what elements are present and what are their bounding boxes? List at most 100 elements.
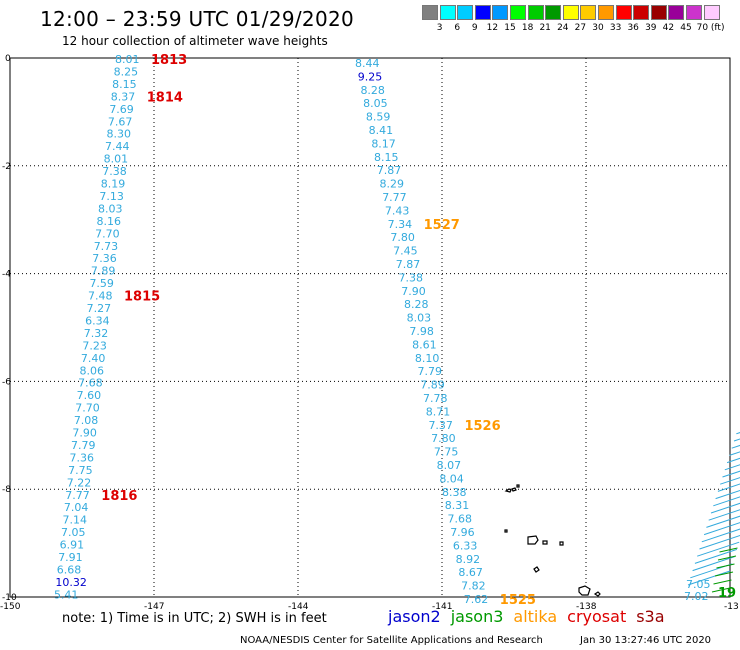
middle-value: 7.75 <box>434 446 459 459</box>
middle-value: 8.03 <box>407 312 432 325</box>
legend-swatch <box>615 5 632 20</box>
left-value: 7.70 <box>95 227 120 240</box>
left-value: 6.68 <box>57 563 82 576</box>
legend-swatch <box>510 5 526 20</box>
generated-timestamp: Jan 30 13:27:46 UTC 2020 <box>580 635 712 646</box>
left-value: 7.40 <box>81 352 106 365</box>
left-value: 8.06 <box>80 364 105 377</box>
island-outline <box>533 566 540 573</box>
island-outline <box>578 585 591 596</box>
legend-label: 3 <box>436 23 443 33</box>
y-axis-label: 0 <box>5 54 11 64</box>
left-value: 7.27 <box>87 302 112 315</box>
right-track-tick <box>708 509 740 521</box>
island-outline <box>516 484 520 488</box>
middle-value: 8.71 <box>426 405 451 418</box>
middle-value: 8.92 <box>456 553 481 566</box>
middle-value: 7.89 <box>420 379 445 392</box>
left-value: 7.48 <box>88 290 113 303</box>
right-track-tick <box>722 470 740 478</box>
legend-label: 6 <box>454 23 461 33</box>
left-value: 7.89 <box>91 265 116 278</box>
middle-value: 7.87 <box>377 164 402 177</box>
middle-value: 7.45 <box>393 245 418 258</box>
left-value: 8.03 <box>98 202 123 215</box>
middle-value: 7.80 <box>431 432 456 445</box>
legend-swatch <box>439 5 456 20</box>
left-time-label: 1816 <box>101 489 137 504</box>
left-value: 8.30 <box>106 128 131 141</box>
legend-label: 33 <box>609 23 622 33</box>
middle-value: 7.87 <box>396 258 421 271</box>
satellite-altika: altika <box>513 607 558 626</box>
middle-value: 7.79 <box>418 365 443 378</box>
middle-value: 7.34 <box>388 218 413 231</box>
right-track-tick <box>687 570 731 586</box>
right-track-tick <box>710 502 740 514</box>
left-value: 10.32 <box>55 576 87 589</box>
middle-value: 7.68 <box>447 513 472 526</box>
right-track-tick <box>717 555 737 561</box>
left-value: 8.01 <box>104 153 129 166</box>
y-axis-label: -6 <box>2 377 11 387</box>
legend-label: 18 <box>521 23 534 33</box>
middle-time-label: 1525 <box>500 593 536 608</box>
left-value: 6.34 <box>85 314 110 327</box>
right-track-tick <box>694 548 738 564</box>
legend-label: 42 <box>662 23 675 33</box>
island-outline <box>559 541 564 546</box>
x-axis-label: -138 <box>576 602 597 612</box>
middle-value: 8.04 <box>439 472 464 485</box>
legend-swatch <box>527 5 544 20</box>
legend-swatch <box>650 5 667 20</box>
island-outline <box>593 591 601 597</box>
middle-value: 8.15 <box>374 151 399 164</box>
legend-swatch <box>422 5 438 20</box>
legend-swatch <box>668 5 685 20</box>
footer-note: note: 1) Time is in UTC; 2) SWH is in fe… <box>62 611 327 626</box>
right-track-tick <box>713 496 740 507</box>
middle-value: 8.59 <box>366 111 391 124</box>
left-value: 7.36 <box>70 451 95 464</box>
legend-swatch <box>492 5 509 20</box>
y-axis-label: -10 <box>2 593 17 603</box>
middle-value: 8.44 <box>355 57 380 70</box>
legend-swatch <box>457 5 474 20</box>
middle-value: 8.67 <box>458 566 483 579</box>
left-value: 8.01 <box>115 53 140 66</box>
legend-label: 70 (ft) <box>696 23 725 33</box>
right-track-tick <box>729 451 740 456</box>
middle-value: 8.31 <box>445 499 470 512</box>
right-track-tick <box>724 464 740 471</box>
left-value: 7.79 <box>71 439 96 452</box>
legend-label: 30 <box>592 23 604 33</box>
left-value: 7.38 <box>102 165 127 178</box>
left-value: 6.91 <box>60 539 84 552</box>
y-axis-label: -4 <box>2 270 11 280</box>
island-outline <box>504 529 508 533</box>
right-track-tick <box>726 457 740 464</box>
left-value: 7.13 <box>99 190 124 203</box>
left-value: 7.77 <box>65 489 90 502</box>
middle-value: 6.33 <box>453 539 478 552</box>
left-value: 7.68 <box>78 377 103 390</box>
x-axis-label: -144 <box>288 602 309 612</box>
right-track-tick <box>716 563 735 569</box>
right-track-tick <box>719 547 738 553</box>
right-track-tick <box>711 587 731 593</box>
middle-value: 7.90 <box>401 285 426 298</box>
left-value: 8.37 <box>111 90 135 103</box>
legend-label: 24 <box>557 23 569 33</box>
page-subtitle: 12 hour collection of altimeter wave hei… <box>62 34 328 48</box>
middle-value: 7.43 <box>385 204 410 217</box>
legend-label: 39 <box>645 23 657 33</box>
middle-value: 8.17 <box>371 137 396 150</box>
right-track-tick <box>717 483 740 492</box>
middle-value: 8.10 <box>415 352 440 365</box>
middle-value: 7.96 <box>450 526 475 539</box>
right-track-tick <box>736 432 740 435</box>
island-outline <box>527 535 539 545</box>
legend-label: 36 <box>627 23 639 33</box>
right-track-tick <box>699 534 740 550</box>
left-value: 8.16 <box>97 215 122 228</box>
